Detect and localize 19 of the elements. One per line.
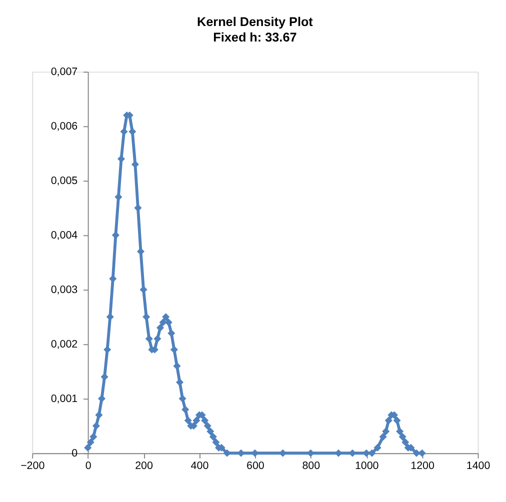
y-tick-label: 0,002 xyxy=(50,338,78,351)
x-tick-label: 0 xyxy=(85,460,92,472)
x-tick-label: −200 xyxy=(20,460,45,472)
y-tick-label: 0,003 xyxy=(50,284,78,296)
y-tick-label: 0,004 xyxy=(50,230,78,242)
y-tick-label: 0,006 xyxy=(50,120,78,133)
x-tick-label: 800 xyxy=(302,460,320,472)
x-tick-label: 600 xyxy=(246,460,264,472)
x-tick-label: 400 xyxy=(190,460,209,472)
x-tick-label: 200 xyxy=(135,460,153,472)
y-tick-label: 0,007 xyxy=(50,66,78,78)
chart-subtitle: Fixed h: 33.67 xyxy=(213,30,297,45)
y-tick-label: 0,005 xyxy=(50,175,78,188)
y-tick-label: 0 xyxy=(72,448,78,460)
x-tick-label: 1200 xyxy=(410,460,434,472)
x-tick-label: 1000 xyxy=(354,460,379,472)
chart-title: Kernel Density Plot xyxy=(196,14,314,29)
x-tick-label: 1400 xyxy=(466,460,490,472)
y-tick-label: 0,001 xyxy=(50,393,78,406)
